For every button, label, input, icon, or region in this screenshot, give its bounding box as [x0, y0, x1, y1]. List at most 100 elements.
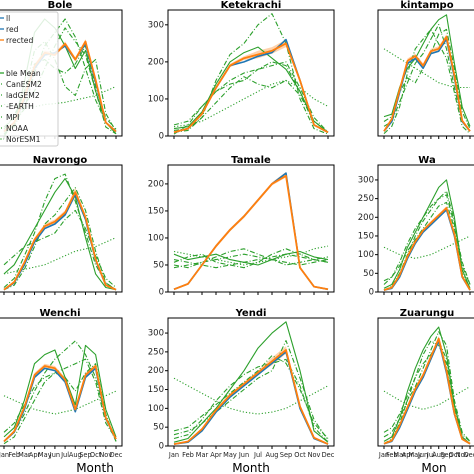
x-tick-label: Dec — [322, 451, 335, 459]
y-tick-label: 0 — [159, 132, 164, 142]
chart-title: Tamale — [231, 155, 271, 166]
chart-title: Wenchi — [39, 308, 80, 319]
series-line-model — [383, 190, 471, 291]
x-tick-label: Apr — [210, 451, 222, 459]
x-tick-label: Jul — [426, 451, 435, 459]
series-line-model — [3, 187, 117, 291]
x-tick-label: Feb — [182, 451, 194, 459]
y-tick-label: 100 — [148, 404, 164, 414]
y-tick-label: 200 — [148, 366, 164, 376]
legend-label: ladGEM2 — [6, 91, 40, 100]
series-line-model — [383, 28, 471, 135]
series-line-model — [383, 331, 471, 442]
x-tick-label: Oct — [90, 451, 102, 459]
y-tick-label: 50 — [153, 260, 164, 270]
y-tick-label: 150 — [358, 231, 374, 241]
y-tick-label: 100 — [358, 250, 374, 260]
y-tick-label: 250 — [358, 194, 374, 204]
x-tick-label: Mar — [196, 451, 209, 459]
chart-panel: kintampo — [377, 0, 474, 139]
y-tick-label: 0 — [369, 288, 374, 298]
x-tick-label: Mar — [18, 451, 31, 459]
series-group — [383, 14, 471, 135]
x-tick-label: Oct — [449, 451, 461, 459]
series-line-model — [383, 201, 471, 285]
series-line-corrected — [383, 207, 471, 291]
x-tick-label: Nov — [99, 451, 112, 459]
series-line-model — [173, 358, 329, 443]
y-tick-label: 100 — [148, 94, 164, 104]
series-line-model — [383, 23, 471, 132]
series-line-corrected — [3, 365, 117, 443]
y-tick-label: 300 — [148, 20, 164, 30]
series-group — [3, 340, 117, 445]
chart-title: Ketekrachi — [221, 0, 282, 11]
series-line-corrected — [383, 35, 471, 132]
series-group — [173, 321, 329, 445]
series-line-corrected — [173, 42, 329, 134]
legend-label: CanESM2 — [6, 80, 42, 89]
chart-panel: Navrongo — [0, 155, 123, 295]
panels: Bole 0 100 200 300 Ketekrachi kintampo Navrongo… — [0, 0, 474, 459]
x-tick-label: Sep — [440, 451, 452, 459]
x-tick-label: Aug — [266, 451, 279, 459]
x-tick-label: Aug — [69, 451, 82, 459]
series-line-model — [173, 13, 329, 135]
x-tick-label: Jun — [238, 451, 249, 459]
x-tick-label: Feb — [386, 451, 398, 459]
x-tick-label: Jan — [168, 451, 179, 459]
y-tick-label: 250 — [148, 347, 164, 357]
chart-title: Wa — [418, 155, 435, 166]
x-tick-label: Nov — [308, 451, 321, 459]
chart-title: Navrongo — [33, 155, 88, 166]
x-tick-label: Sep — [280, 451, 292, 459]
legend: ll red rrected ble Mean CanESM2 ladGEM2 -EARTH… — [0, 11, 59, 147]
series-line-model — [173, 321, 329, 443]
x-tick-label: Jan — [0, 451, 9, 459]
series-line-model — [383, 340, 471, 442]
plot-frame — [167, 164, 335, 293]
chart-title: Bole — [48, 0, 73, 11]
series-group — [383, 179, 471, 291]
y-tick-label: 200 — [358, 213, 374, 223]
series-line-model-dotted — [3, 390, 117, 415]
y-tick-label: 50 — [153, 423, 164, 433]
series-line-corrected — [173, 174, 329, 291]
y-tick-label: 300 — [358, 175, 374, 185]
y-tick-label: 200 — [148, 179, 164, 189]
y-tick-label: 50 — [363, 269, 374, 279]
plot-frame — [167, 317, 335, 447]
y-tick-label: 0 — [159, 288, 164, 298]
series-line-model — [3, 178, 117, 291]
chart-title: Yendi — [235, 308, 267, 319]
x-tick-label: May — [408, 451, 422, 459]
y-tick-label: 0 — [159, 442, 164, 452]
plot-frame — [167, 9, 335, 137]
x-axis-label: Month — [76, 461, 114, 474]
series-line-model — [3, 344, 117, 438]
series-group — [3, 173, 117, 291]
x-axis-label: Mon — [421, 461, 446, 474]
x-tick-label: Jan — [378, 451, 389, 459]
legend-label: NOAA — [6, 124, 29, 133]
series-line-model-dotted — [173, 245, 329, 266]
series-line-corrected — [3, 191, 117, 291]
x-tick-label: Oct — [294, 451, 306, 459]
chart-panel: 0 50 100 150 200 Tamale — [148, 155, 335, 298]
y-tick-label: 150 — [148, 385, 164, 395]
x-tick-label: Mar — [393, 451, 406, 459]
chart-panel: 0 50 100 150 200 250 300 Jan Feb Mar Apr May Jun Jul A… — [148, 308, 335, 459]
series-line-model — [383, 340, 471, 445]
series-line-model — [173, 248, 329, 269]
legend-label: rrected — [6, 36, 33, 45]
series-group — [383, 326, 471, 445]
x-tick-label: Jun — [417, 451, 428, 459]
plot-frame — [0, 317, 123, 447]
y-tick-label: 100 — [148, 233, 164, 243]
series-line-model — [383, 179, 471, 289]
series-line-model — [173, 46, 329, 133]
chart-title: Zuarungu — [400, 308, 455, 319]
